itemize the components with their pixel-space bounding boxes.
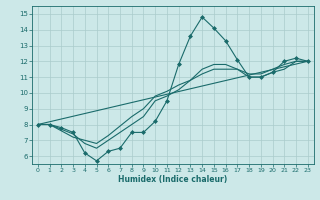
X-axis label: Humidex (Indice chaleur): Humidex (Indice chaleur) — [118, 175, 228, 184]
